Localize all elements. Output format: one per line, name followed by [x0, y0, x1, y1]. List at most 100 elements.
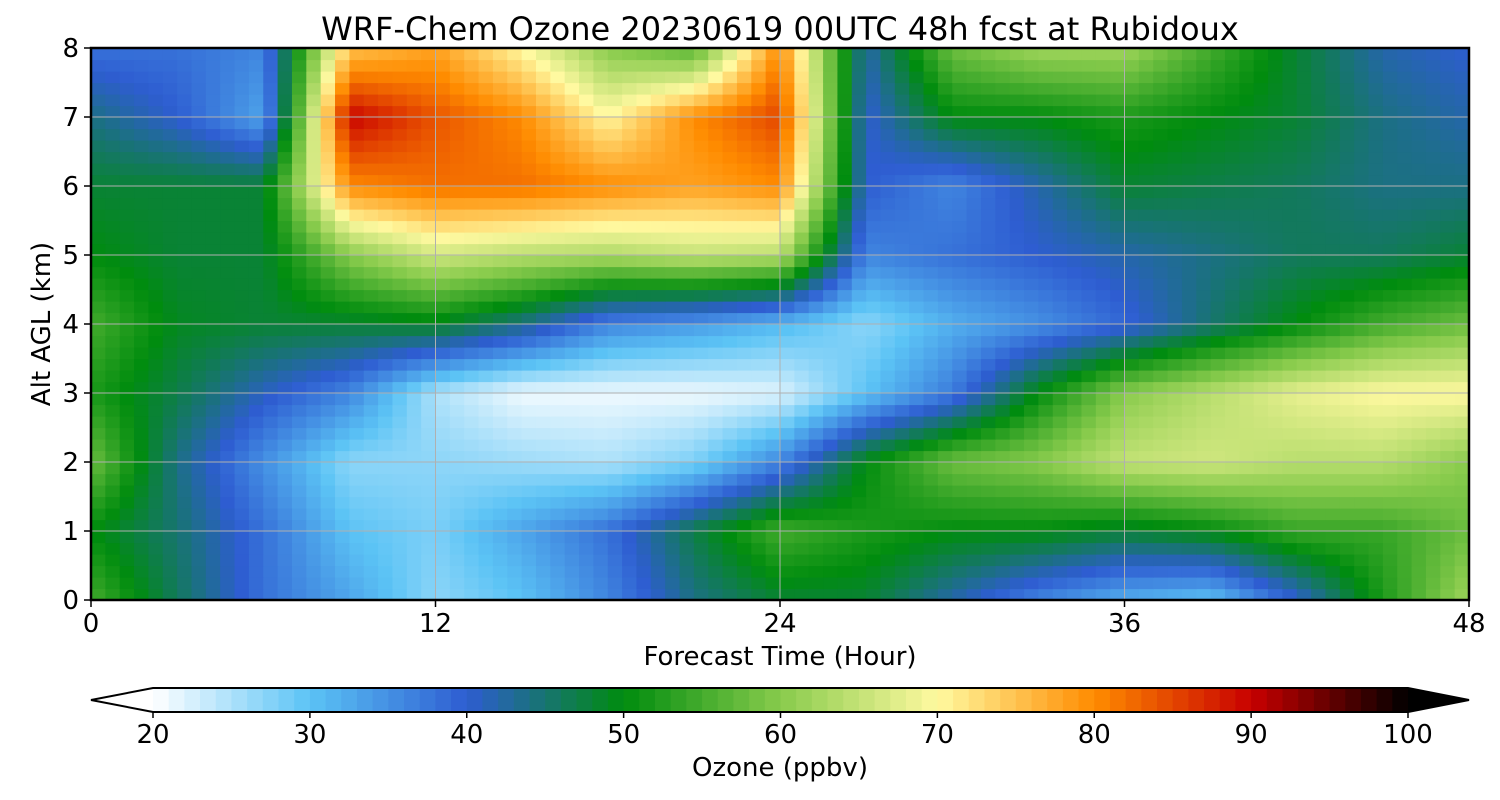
heatmap-cell: [1411, 577, 1427, 590]
heatmap-cell: [708, 427, 724, 440]
heatmap-cell: [665, 485, 681, 498]
heatmap-cell: [1253, 59, 1269, 72]
heatmap-cell: [392, 358, 408, 371]
heatmap-cell: [1268, 473, 1283, 486]
heatmap-cell: [579, 220, 594, 233]
heatmap-cell: [736, 519, 752, 532]
heatmap-cell: [349, 370, 365, 383]
colorbar-segment: [325, 688, 342, 712]
heatmap-cell: [1138, 266, 1154, 279]
heatmap-cell: [205, 71, 221, 84]
heatmap-cell: [248, 370, 264, 383]
heatmap-cell: [1411, 531, 1427, 544]
heatmap-cell: [722, 163, 738, 176]
heatmap-cell: [263, 554, 279, 567]
heatmap-cell: [894, 278, 910, 291]
heatmap-cell: [1138, 335, 1154, 348]
heatmap-cell: [263, 117, 279, 130]
heatmap-cell: [492, 243, 508, 256]
heatmap-cell: [765, 232, 781, 245]
heatmap-cell: [1095, 186, 1111, 199]
heatmap-cell: [665, 94, 681, 107]
heatmap-cell: [492, 174, 508, 187]
heatmap-cell: [1239, 151, 1255, 164]
heatmap-cell: [966, 404, 982, 417]
heatmap-cell: [521, 335, 537, 348]
heatmap-cell: [1110, 554, 1126, 567]
heatmap-cell: [866, 243, 882, 256]
heatmap-cell: [148, 255, 164, 268]
heatmap-cell: [995, 301, 1011, 314]
heatmap-cell: [1354, 151, 1370, 164]
heatmap-cell: [894, 416, 910, 429]
heatmap-cell: [220, 48, 236, 61]
heatmap-cell: [248, 381, 264, 394]
heatmap-cell: [650, 393, 666, 406]
heatmap-cell: [263, 220, 279, 233]
heatmap-cell: [650, 347, 666, 360]
heatmap-cell: [378, 117, 394, 130]
heatmap-cell: [162, 416, 178, 429]
heatmap-cell: [1253, 565, 1269, 578]
heatmap-cell: [650, 151, 666, 164]
heatmap-cell: [105, 278, 121, 291]
heatmap-cell: [263, 301, 279, 314]
heatmap-cell: [1124, 278, 1140, 291]
heatmap-cell: [607, 324, 623, 337]
heatmap-cell: [1181, 404, 1197, 417]
heatmap-cell: [1224, 128, 1240, 141]
heatmap-cell: [937, 197, 953, 210]
heatmap-cell: [1124, 174, 1140, 187]
heatmap-cell: [91, 588, 106, 600]
heatmap-cell: [736, 197, 752, 210]
heatmap-cell: [1311, 94, 1327, 107]
heatmap-cell: [435, 335, 451, 348]
heatmap-cell: [320, 347, 336, 360]
heatmap-cell: [923, 358, 939, 371]
heatmap-cell: [349, 289, 365, 302]
heatmap-cell: [1095, 278, 1111, 291]
heatmap-cell: [306, 485, 322, 498]
heatmap-cell: [1311, 117, 1327, 130]
heatmap-cell: [1024, 71, 1039, 84]
heatmap-cell: [421, 82, 437, 95]
heatmap-cell: [579, 71, 594, 84]
heatmap-cell: [1024, 163, 1039, 176]
heatmap-cell: [1095, 151, 1111, 164]
heatmap-cell: [1138, 163, 1154, 176]
heatmap-cell: [736, 347, 752, 360]
heatmap-cell: [808, 243, 824, 256]
heatmap-cell: [478, 496, 494, 509]
heatmap-cell: [91, 243, 106, 256]
heatmap-cell: [923, 105, 939, 118]
heatmap-cell: [751, 232, 767, 245]
heatmap-cell: [995, 197, 1011, 210]
heatmap-cell: [1311, 197, 1327, 210]
heatmap-cell: [693, 71, 709, 84]
heatmap-cell: [1124, 266, 1140, 279]
heatmap-cell: [1440, 140, 1456, 153]
heatmap-cell: [119, 473, 135, 486]
heatmap-cell: [1440, 508, 1456, 521]
heatmap-cell: [751, 531, 767, 544]
heatmap-cell: [248, 485, 264, 498]
heatmap-cell: [1325, 312, 1341, 325]
heatmap-cell: [421, 416, 437, 429]
heatmap-cell: [995, 473, 1011, 486]
heatmap-cell: [1368, 450, 1384, 463]
heatmap-cell: [1382, 128, 1398, 141]
heatmap-cell: [722, 508, 738, 521]
heatmap-cell: [1339, 347, 1355, 360]
heatmap-cell: [1239, 82, 1255, 95]
heatmap-cell: [349, 393, 365, 406]
heatmap-cell: [220, 105, 236, 118]
heatmap-cell: [134, 439, 150, 452]
heatmap-cell: [550, 335, 566, 348]
heatmap-cell: [679, 508, 695, 521]
heatmap-cell: [1239, 209, 1255, 222]
heatmap-cell: [1382, 358, 1398, 371]
heatmap-cell: [1224, 450, 1240, 463]
heatmap-cell: [91, 347, 106, 360]
heatmap-cell: [421, 531, 437, 544]
heatmap-cell: [1397, 82, 1413, 95]
